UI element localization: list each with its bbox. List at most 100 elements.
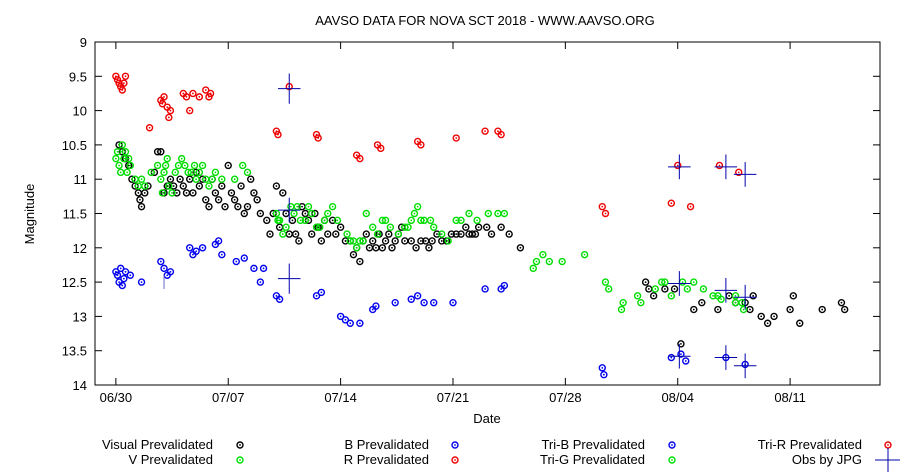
data-point xyxy=(168,189,176,197)
legend-marker xyxy=(451,456,459,464)
data-point xyxy=(637,298,645,307)
data-point-center xyxy=(413,212,416,215)
x-tick-label: 07/21 xyxy=(437,390,470,405)
data-point-center xyxy=(315,294,318,297)
y-tick-label: 10 xyxy=(73,104,87,119)
data-point xyxy=(465,209,473,218)
data-point-center xyxy=(535,260,538,263)
data-point xyxy=(341,316,350,324)
data-point xyxy=(407,216,415,225)
x-axis-label: Date xyxy=(473,411,500,426)
data-point-center xyxy=(440,240,443,242)
data-point-center xyxy=(211,178,214,181)
data-point xyxy=(690,305,698,314)
data-point-center xyxy=(676,164,679,167)
data-point-center xyxy=(716,294,719,297)
data-point xyxy=(452,230,460,238)
data-point-center xyxy=(720,298,722,301)
data-point xyxy=(600,371,608,379)
data-point xyxy=(532,257,541,266)
data-point xyxy=(818,305,826,314)
data-point xyxy=(714,305,722,314)
data-point-center xyxy=(602,373,605,376)
data-point xyxy=(481,127,489,135)
data-point xyxy=(386,223,395,231)
data-point-center xyxy=(362,240,364,242)
data-point xyxy=(173,189,181,197)
data-point xyxy=(169,182,178,190)
data-point-center xyxy=(336,219,339,222)
data-point xyxy=(205,93,213,101)
data-point-center xyxy=(169,109,172,112)
data-point xyxy=(381,216,390,225)
data-point-center xyxy=(265,219,268,222)
data-point xyxy=(240,254,248,262)
data-point-center xyxy=(326,233,329,235)
data-point-center xyxy=(716,308,719,311)
data-point xyxy=(181,161,189,170)
data-point-center xyxy=(358,157,361,160)
data-point-center xyxy=(124,150,127,153)
data-point-center xyxy=(403,240,406,242)
legend-label: B Prevalidated xyxy=(344,437,429,452)
data-point-center xyxy=(320,240,323,242)
data-point-center xyxy=(497,212,499,215)
data-point-center xyxy=(236,205,239,208)
data-point xyxy=(227,189,236,197)
series-obs-by-jpg xyxy=(278,73,757,379)
data-point-center xyxy=(484,288,486,290)
data-point xyxy=(218,175,226,183)
data-point-center xyxy=(119,171,122,174)
data-point-center xyxy=(182,185,185,187)
legend-marker-center xyxy=(239,444,241,446)
data-point-center xyxy=(118,164,120,167)
data-point-center xyxy=(379,147,382,150)
data-point xyxy=(735,168,743,177)
data-point xyxy=(474,223,483,231)
data-point-center xyxy=(349,322,352,325)
data-point xyxy=(120,154,128,163)
data-point-center xyxy=(159,178,162,181)
x-tick-label: 07/28 xyxy=(549,390,582,405)
data-point-center xyxy=(355,246,358,249)
data-point xyxy=(333,216,342,225)
data-point xyxy=(198,244,207,252)
data-point-center xyxy=(419,240,422,242)
data-point xyxy=(558,257,566,266)
data-point-center xyxy=(548,260,551,263)
data-point xyxy=(381,237,390,245)
data-point xyxy=(657,278,666,286)
data-point xyxy=(120,79,128,87)
data-point-center xyxy=(119,267,122,270)
data-point xyxy=(320,216,329,225)
data-point xyxy=(796,319,804,327)
data-point xyxy=(166,175,175,183)
data-point xyxy=(266,230,274,238)
data-point-center xyxy=(346,233,348,235)
data-point-center xyxy=(177,164,180,167)
data-point-center xyxy=(127,157,130,160)
y-tick-label: 11.5 xyxy=(63,207,87,222)
data-point-center xyxy=(269,233,271,235)
data-point-center xyxy=(455,137,458,139)
data-point xyxy=(324,209,332,218)
y-tick-label: 9 xyxy=(80,35,87,50)
data-point-center xyxy=(253,267,255,270)
data-point xyxy=(189,189,197,197)
legend-marker-center xyxy=(887,444,889,446)
data-point-center xyxy=(201,246,204,249)
data-point xyxy=(336,223,345,231)
data-point-center xyxy=(134,178,137,181)
legend-marker-center xyxy=(454,459,456,461)
data-point xyxy=(272,127,281,135)
data-point xyxy=(452,134,460,142)
data-point xyxy=(332,230,340,238)
legend-label: Tri-R Prevalidated xyxy=(758,437,862,452)
data-point-center xyxy=(843,308,846,311)
data-point xyxy=(378,244,387,252)
data-point xyxy=(275,295,284,303)
data-point-center xyxy=(680,353,682,356)
data-point xyxy=(116,264,125,273)
data-point-center xyxy=(220,185,223,187)
data-point xyxy=(279,189,287,197)
